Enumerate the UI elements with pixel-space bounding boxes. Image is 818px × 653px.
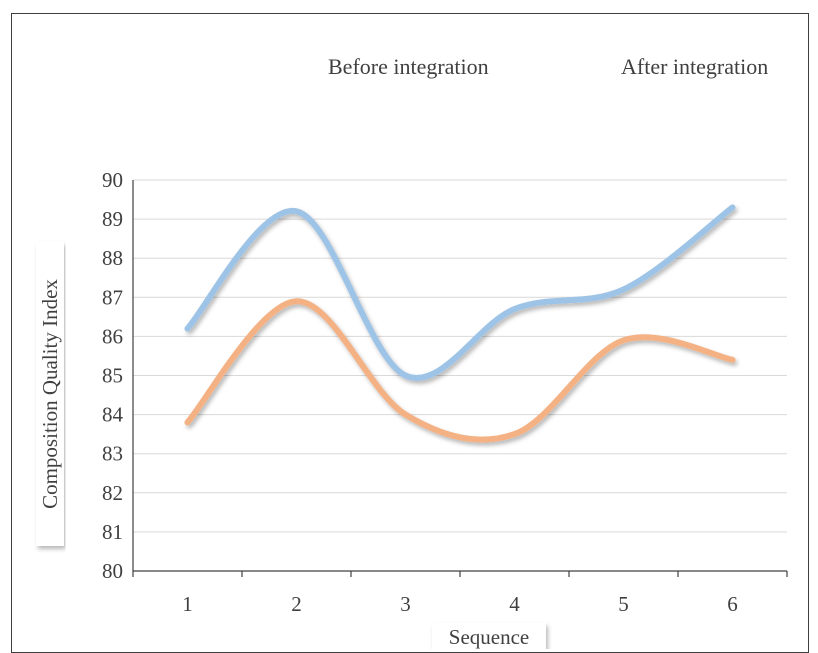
x-tick-label: 2 xyxy=(291,592,302,616)
y-tick-label: 85 xyxy=(102,364,123,388)
y-tick-label: 83 xyxy=(102,442,123,466)
legend-label: After integration xyxy=(621,54,768,79)
y-axis-title: Composition Quality Index xyxy=(38,279,62,509)
legend: Before integration After integration xyxy=(265,54,768,79)
y-axis-title-box: Composition Quality Index xyxy=(36,242,64,546)
x-tick-label: 3 xyxy=(400,592,411,616)
y-tick-label: 86 xyxy=(102,324,123,348)
x-axis-title-bg xyxy=(432,623,546,649)
y-tick-label: 89 xyxy=(102,207,123,231)
series-line-before-integration xyxy=(184,298,736,443)
y-tick-label: 87 xyxy=(102,285,123,309)
y-tick-label: 81 xyxy=(102,520,123,544)
chart-frame xyxy=(11,13,809,653)
y-tick-label: 84 xyxy=(102,403,124,427)
x-tick-label: 4 xyxy=(509,592,520,616)
gridlines xyxy=(133,179,787,533)
axis-titles: Composition Quality Index Sequence xyxy=(36,242,546,649)
legend-item: Before integration xyxy=(265,54,489,79)
y-axis-title-bg xyxy=(36,242,64,546)
series-line-after-integration xyxy=(184,204,736,381)
x-tick-label: 1 xyxy=(182,592,193,616)
legend-label: Before integration xyxy=(328,54,489,79)
axes: 80 81 82 83 84 85 86 87 88 89 90 1 2 3 4 5 6 xyxy=(102,168,788,616)
y-tick-label: 90 xyxy=(102,168,123,192)
x-tick-label: 6 xyxy=(727,592,738,616)
y-tick-label: 88 xyxy=(102,246,123,270)
legend-item: After integration xyxy=(562,54,768,79)
y-tick-label: 82 xyxy=(102,481,123,505)
series-lines xyxy=(184,204,736,443)
x-axis-title-box: Sequence xyxy=(432,623,546,649)
y-tick-label: 80 xyxy=(102,559,123,583)
x-tick-label: 5 xyxy=(618,592,629,616)
x-axis-title: Sequence xyxy=(449,625,529,649)
